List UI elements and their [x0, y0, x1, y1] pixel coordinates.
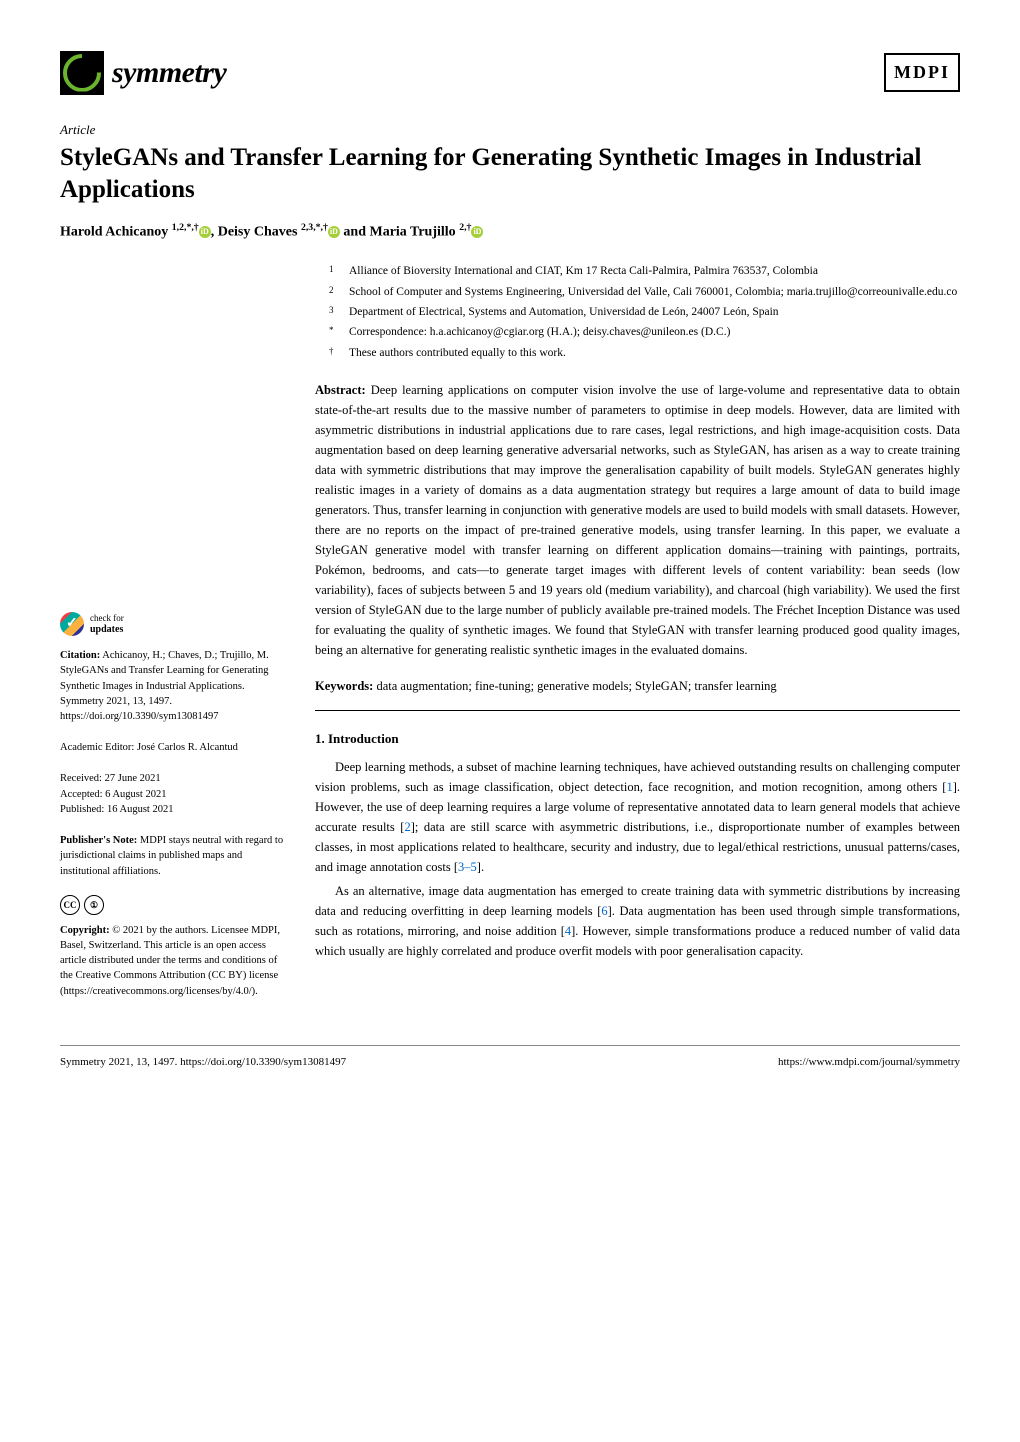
affiliation-row: 3 Department of Electrical, Systems and A…	[329, 303, 960, 321]
citation-ref[interactable]: 2	[404, 820, 410, 834]
editor-block: Academic Editor: José Carlos R. Alcantud	[60, 740, 285, 755]
affiliation-row: * Correspondence: h.a.achicanoy@cgiar.org…	[329, 323, 960, 341]
affiliation-text: Alliance of Bioversity International and…	[349, 262, 818, 280]
affiliation-row: † These authors contributed equally to th…	[329, 344, 960, 362]
journal-name: symmetry	[112, 50, 226, 95]
affiliations-list: 1 Alliance of Bioversity International an…	[315, 262, 960, 362]
page-footer: Symmetry 2021, 13, 1497. https://doi.org…	[60, 1045, 960, 1071]
header-row: symmetry MDPI	[60, 50, 960, 95]
affiliation-sup: 3	[329, 303, 339, 321]
mdpi-logo: MDPI	[884, 53, 960, 92]
citation-block: Citation: Achicanoy, H.; Chaves, D.; Tru…	[60, 648, 285, 724]
copyright-block: Copyright: © 2021 by the authors. Licens…	[60, 923, 285, 999]
section-1-heading: 1. Introduction	[315, 729, 960, 749]
accepted-date: Accepted: 6 August 2021	[60, 787, 285, 802]
journal-logo-group: symmetry	[60, 50, 226, 95]
affiliation-sup: †	[329, 344, 339, 362]
check-updates-icon	[60, 612, 84, 636]
copyright-label: Copyright:	[60, 925, 110, 936]
received-date: Received: 27 June 2021	[60, 771, 285, 786]
intro-para-1: Deep learning methods, a subset of machi…	[315, 757, 960, 877]
cc-icon: CC	[60, 895, 80, 915]
affiliation-row: 2 School of Computer and Systems Engineer…	[329, 283, 960, 301]
symmetry-logo-icon	[60, 51, 104, 95]
sidebar: check for updates Citation: Achicanoy, H…	[60, 262, 285, 1015]
check-line1: check for	[90, 613, 124, 623]
pubnote-label: Publisher's Note:	[60, 835, 137, 846]
citation-ref[interactable]: 1	[946, 780, 952, 794]
check-for-updates[interactable]: check for updates	[60, 612, 285, 636]
affiliation-sup: *	[329, 323, 339, 341]
check-line2: updates	[90, 624, 123, 635]
cc-license-icons: CC ①	[60, 895, 285, 915]
citation-ref[interactable]: 6	[601, 904, 607, 918]
affiliation-text: These authors contributed equally to thi…	[349, 344, 566, 362]
keywords-text: data augmentation; fine-tuning; generati…	[376, 679, 776, 693]
article-type: Article	[60, 120, 960, 140]
citation-ref[interactable]: 4	[565, 924, 571, 938]
check-updates-text: check for updates	[90, 614, 124, 635]
citation-label: Citation:	[60, 650, 100, 661]
abstract-block: Abstract: Deep learning applications on …	[315, 380, 960, 660]
footer-right: https://www.mdpi.com/journal/symmetry	[778, 1054, 960, 1071]
abstract-text: Deep learning applications on computer v…	[315, 383, 960, 657]
footer-left: Symmetry 2021, 13, 1497. https://doi.org…	[60, 1054, 346, 1071]
affiliation-text: School of Computer and Systems Engineeri…	[349, 283, 957, 301]
publisher-note-block: Publisher's Note: MDPI stays neutral wit…	[60, 833, 285, 879]
editor-name: José Carlos R. Alcantud	[137, 742, 238, 753]
keywords-block: Keywords: data augmentation; fine-tuning…	[315, 676, 960, 711]
main-column: 1 Alliance of Bioversity International an…	[315, 262, 960, 1015]
keywords-label: Keywords:	[315, 679, 373, 693]
article-title: StyleGANs and Transfer Learning for Gene…	[60, 142, 960, 207]
by-icon: ①	[84, 895, 104, 915]
dates-block: Received: 27 June 2021 Accepted: 6 Augus…	[60, 771, 285, 817]
affiliation-sup: 2	[329, 283, 339, 301]
published-date: Published: 16 August 2021	[60, 802, 285, 817]
affiliation-row: 1 Alliance of Bioversity International an…	[329, 262, 960, 280]
affiliation-text: Department of Electrical, Systems and Au…	[349, 303, 779, 321]
intro-para-2: As an alternative, image data augmentati…	[315, 881, 960, 961]
affiliation-text: Correspondence: h.a.achicanoy@cgiar.org …	[349, 323, 730, 341]
abstract-label: Abstract:	[315, 383, 366, 397]
authors-line: Harold Achicanoy 1,2,*,†iD, Deisy Chaves…	[60, 221, 960, 243]
citation-ref[interactable]: 3–5	[458, 860, 477, 874]
editor-label: Academic Editor:	[60, 742, 134, 753]
affiliation-sup: 1	[329, 262, 339, 280]
